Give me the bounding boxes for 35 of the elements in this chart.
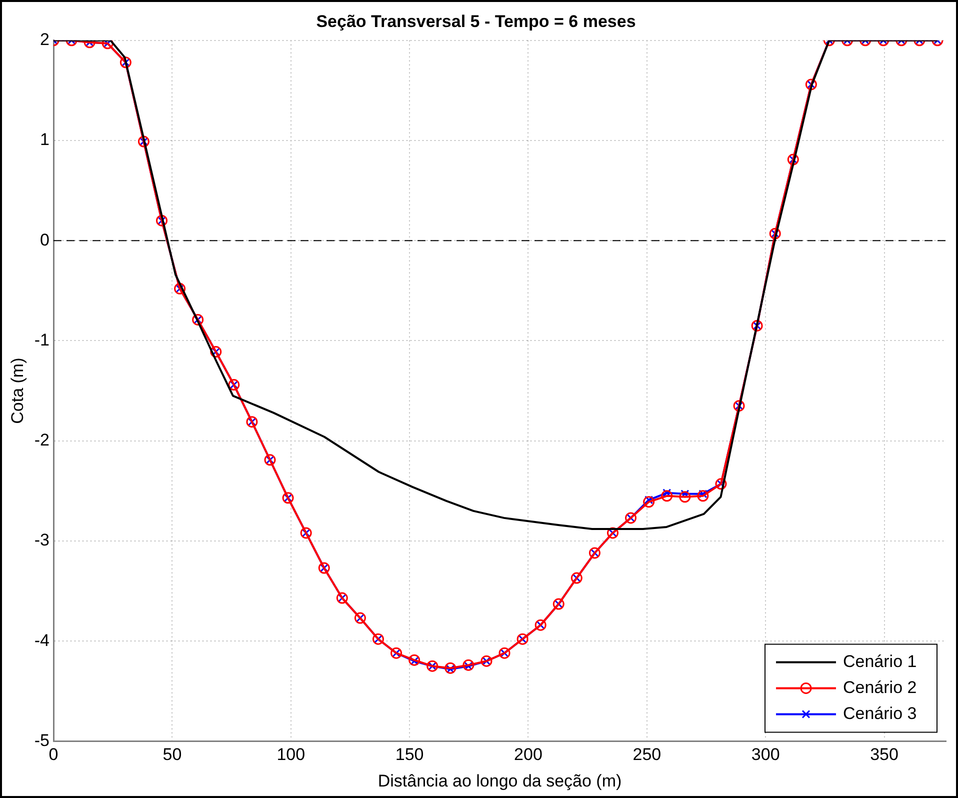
point (462, 659, 474, 671)
y-tick-label: 2 (40, 30, 50, 50)
point (464, 662, 473, 670)
y-axis-title: Cota (m) (8, 358, 27, 424)
y-tick-label: -1 (34, 330, 50, 350)
point (408, 654, 420, 666)
x-axis-title: Distância ao longo da seção (m) (378, 771, 622, 790)
legend-label: Cenário 2 (843, 678, 917, 697)
point (644, 496, 654, 504)
chart-title: Seção Transversal 5 - Tempo = 6 meses (316, 12, 636, 31)
point (444, 662, 456, 674)
x-tick-label: 50 (162, 745, 182, 764)
x-tick-label: 250 (632, 745, 662, 764)
legend-label: Cenário 1 (843, 652, 917, 671)
y-tick-label: 0 (40, 230, 50, 250)
point (446, 664, 455, 674)
x-tick-label: 150 (395, 745, 424, 764)
point (643, 496, 655, 508)
point (680, 490, 690, 498)
x-tick-label: 350 (870, 745, 898, 764)
x-tick-label: 100 (276, 745, 306, 764)
y-tick-label: -3 (34, 530, 50, 550)
x-tick-label: 200 (514, 745, 542, 764)
y-tick-label: -5 (34, 730, 50, 750)
point (697, 490, 709, 502)
y-tick-label: -2 (34, 430, 50, 450)
point (662, 488, 672, 498)
y-tick-label: 1 (40, 130, 50, 150)
point (698, 490, 708, 498)
y-tick-label: -4 (34, 630, 50, 650)
point (679, 491, 691, 503)
point (661, 490, 673, 502)
legend-label: Cenário 3 (843, 704, 917, 723)
x-tick-label: 300 (751, 745, 780, 764)
point (410, 656, 419, 666)
